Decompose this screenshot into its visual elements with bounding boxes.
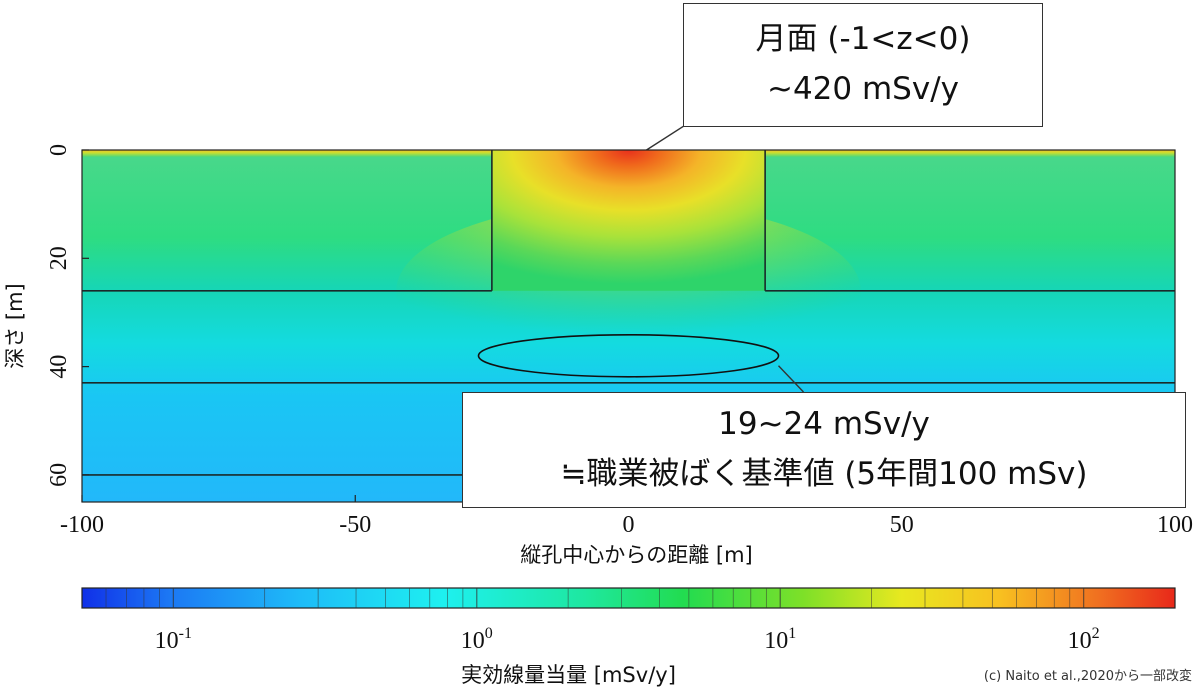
highlight-ellipse (477, 333, 780, 378)
x-tick-label: 100 (1157, 512, 1193, 538)
leader-line-depth (777, 365, 805, 393)
colorbar-tick-label: 102 (1068, 625, 1100, 654)
x-tick-label: -50 (339, 512, 371, 538)
leader-line-surface (646, 123, 688, 151)
depth-dose-line-2: ≒職業被ばく基準値 (5年間100 mSv) (560, 456, 1088, 492)
x-axis-label: 縦孔中心からの距離 [m] (520, 543, 753, 567)
x-tick-label: 0 (623, 512, 635, 538)
surface-dose-line-1: 月面 (-1<z<0) (755, 21, 971, 57)
colorbar-tick-label: 100 (461, 625, 493, 654)
colorbar-tick-label: 10-1 (155, 625, 192, 654)
y-tick-label: 0 (46, 144, 72, 156)
colorbar (81, 587, 1176, 609)
y-tick-label: 20 (46, 246, 72, 270)
depth-dose-line-1: 19~24 mSv/y (718, 406, 930, 442)
colorbar-label: 実効線量当量 [mSv/y] (461, 663, 676, 687)
y-tick-label: 40 (46, 355, 72, 379)
y-tick-label: 60 (46, 463, 72, 487)
shaft-region (491, 150, 766, 291)
credit-text: (c) Naito et al.,2020から一部改変 (983, 669, 1192, 684)
surface-dose-line-2: ~420 mSv/y (766, 71, 959, 107)
colorbar-tick-label: 101 (764, 625, 796, 654)
y-axis-label: 深さ [m] (3, 283, 27, 369)
x-tick-label: -100 (60, 512, 104, 538)
x-tick-label: 50 (890, 512, 914, 538)
depth-dose-callout: 19~24 mSv/y ≒職業被ばく基準値 (5年間100 mSv) (462, 392, 1186, 508)
surface-dose-callout: 月面 (-1<z<0) ~420 mSv/y (683, 3, 1043, 127)
